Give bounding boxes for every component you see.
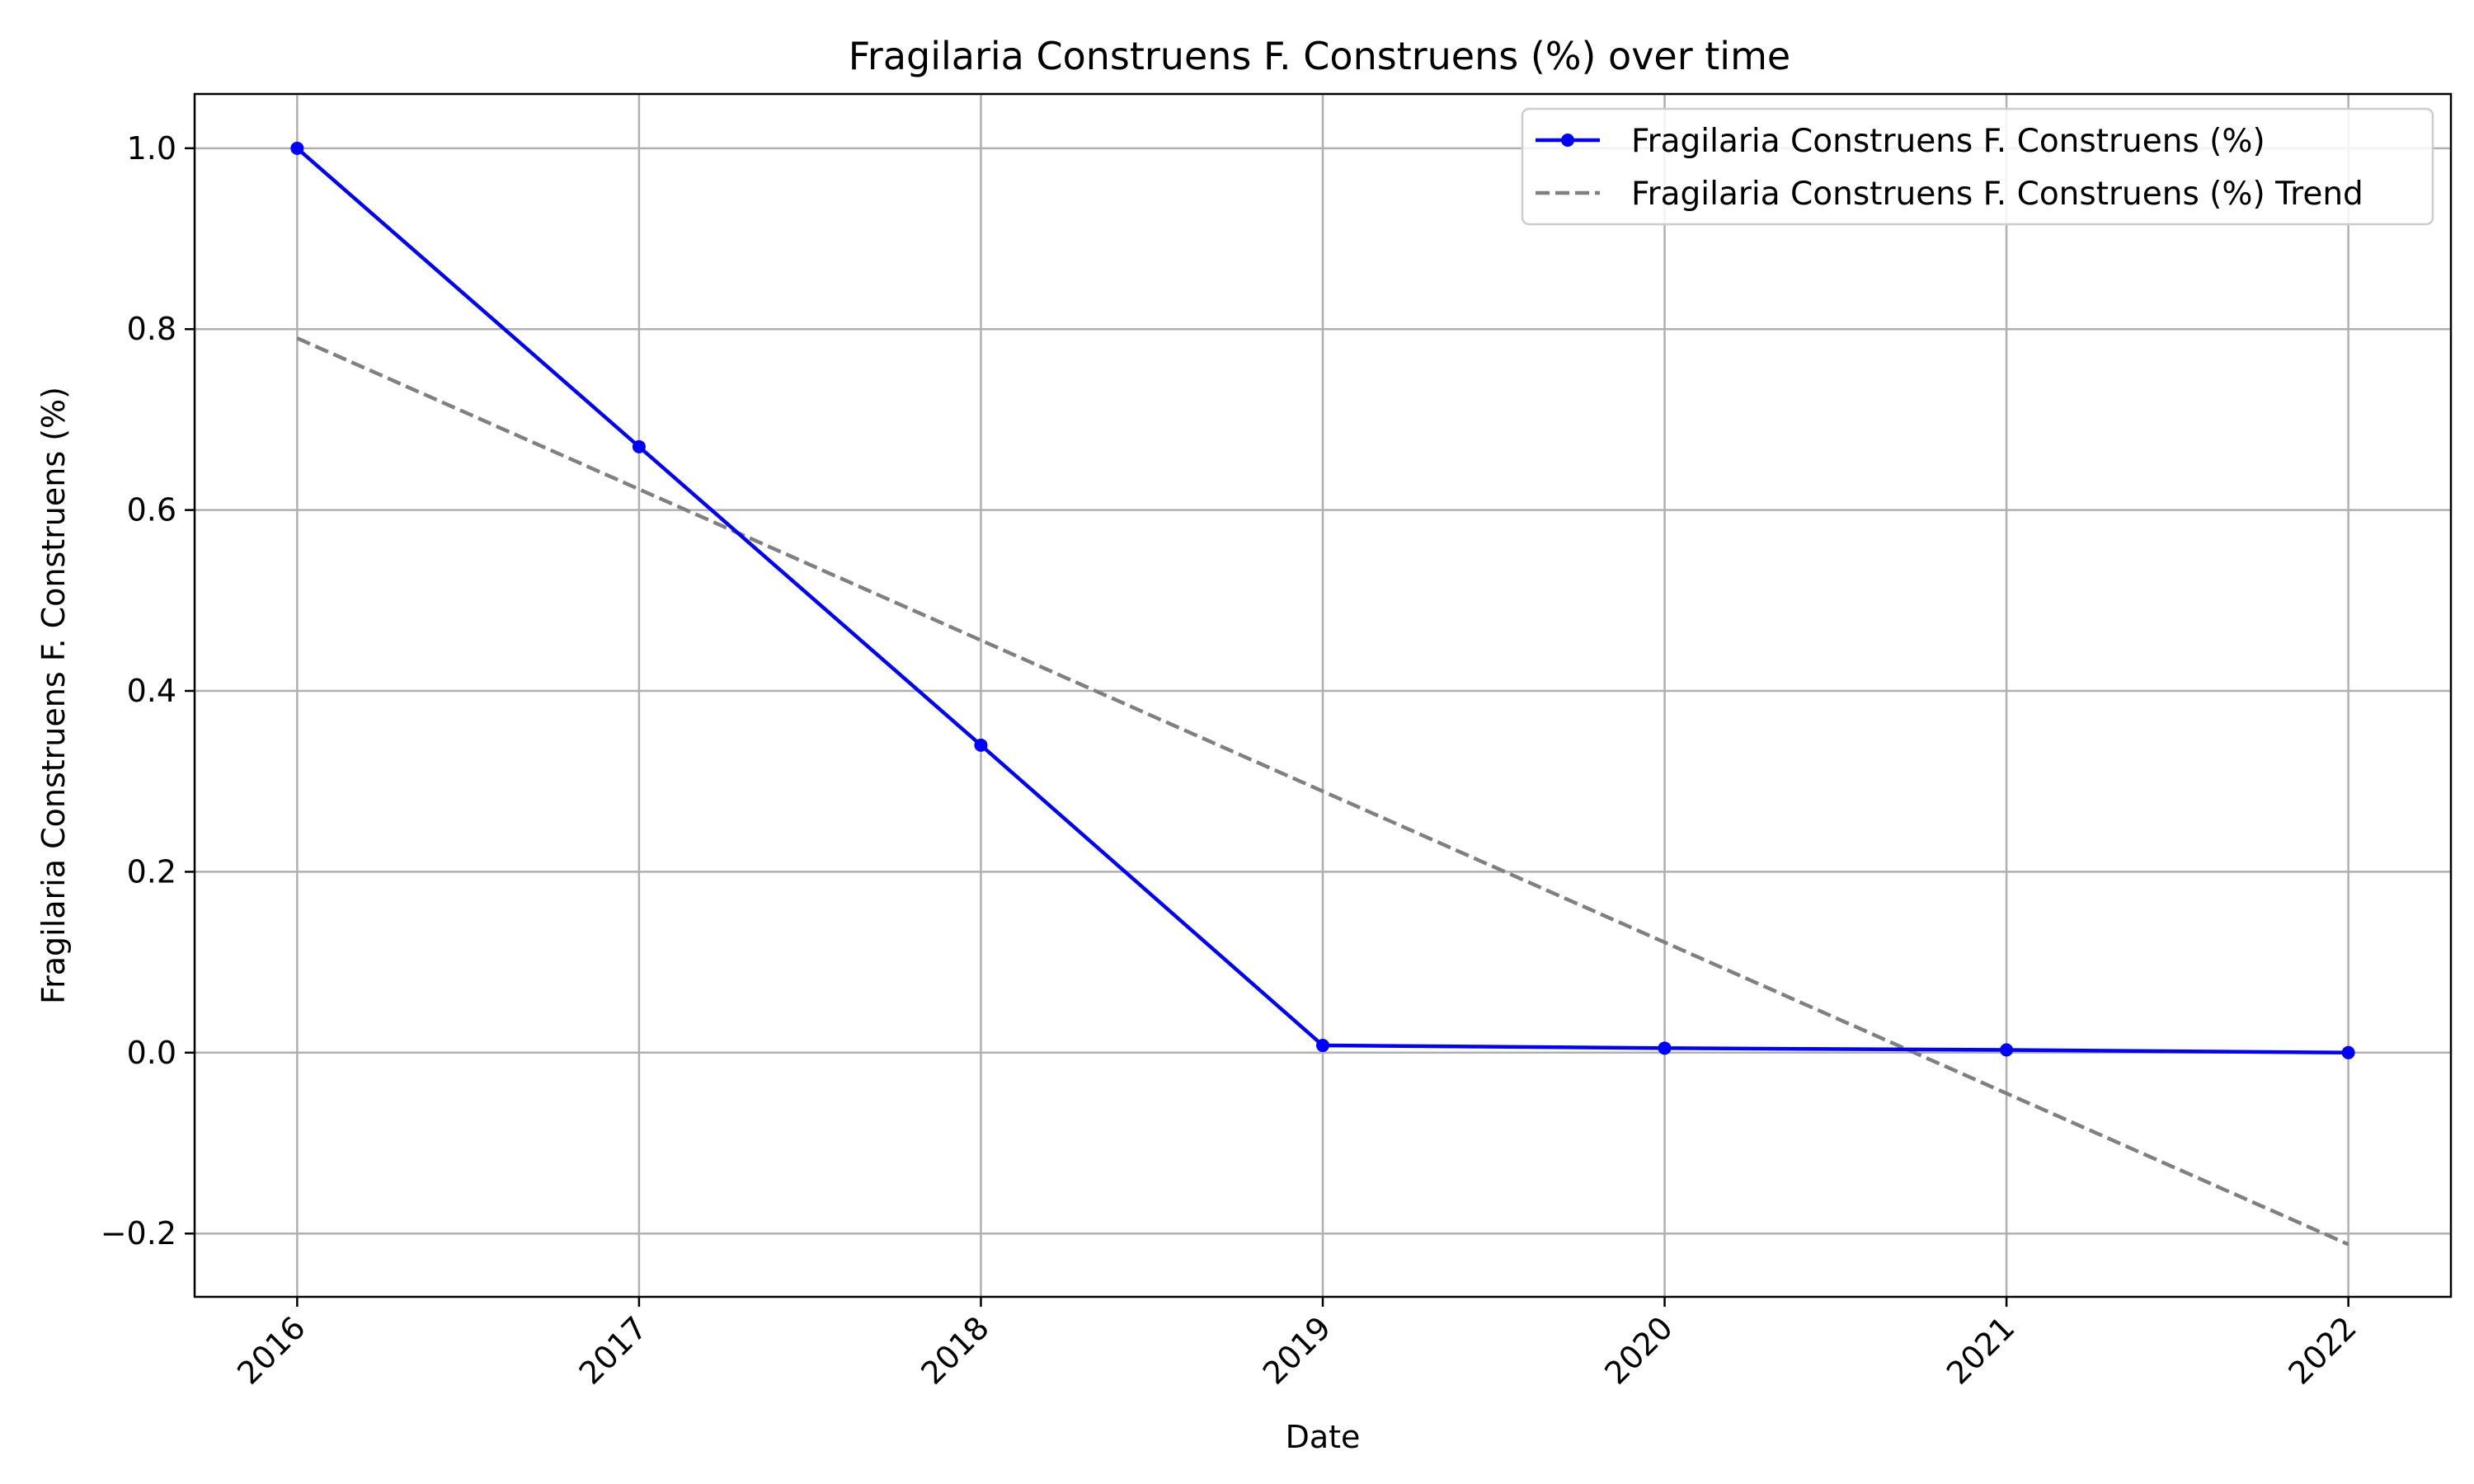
legend-entry-label: Fragilaria Construens F. Construens (%)	[1631, 123, 2265, 160]
data-point	[632, 439, 646, 453]
data-point	[974, 738, 988, 752]
grid	[195, 94, 2451, 1297]
legend: Fragilaria Construens F. Construens (%) F…	[1521, 107, 2434, 226]
x-axis-label: Date	[1286, 1419, 1361, 1455]
y-tick-label: 0.8	[127, 311, 176, 347]
y-tick-label: 1.0	[127, 130, 176, 167]
data-point	[1658, 1041, 1672, 1055]
data-point	[2341, 1045, 2355, 1059]
y-tick-label: −0.2	[101, 1215, 176, 1252]
y-tick-label: 0.6	[127, 492, 176, 528]
data-point	[290, 141, 304, 155]
legend-box	[1521, 107, 2434, 226]
y-tick-label: 0.0	[127, 1035, 176, 1071]
y-axis-label: Fragilaria Construens F. Construens (%)	[35, 387, 72, 1004]
data-point	[1316, 1039, 1329, 1053]
chart-title: Fragilaria Construens F. Construens (%) …	[849, 34, 1790, 78]
legend-marker	[1561, 134, 1574, 147]
trend-line	[296, 336, 2349, 1247]
legend-entry-label: Fragilaria Construens F. Construens (%) …	[1631, 176, 2363, 213]
data-point	[2000, 1043, 2014, 1057]
y-tick-label: 0.4	[127, 673, 176, 709]
y-tick-label: 0.2	[127, 853, 176, 890]
series-layer	[290, 141, 2355, 1247]
